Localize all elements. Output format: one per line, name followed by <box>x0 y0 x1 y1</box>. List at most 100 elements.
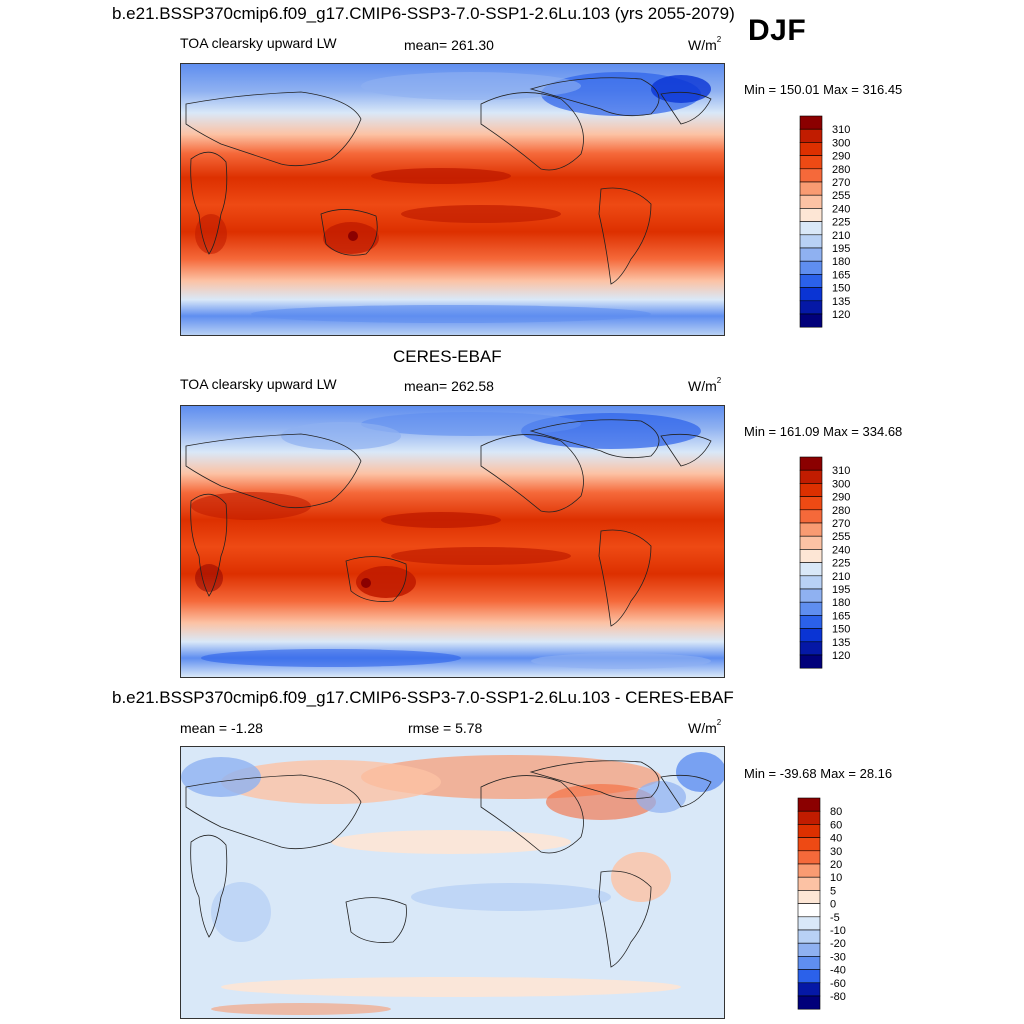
model-colorbar-graphic: 3103002902802702552402252101951801651501… <box>799 115 850 328</box>
panel-obs-colorbar: 310 300 290 280 270 255 240 225 210 195 180 165 150 1… <box>799 456 890 669</box>
colorbar-swatch <box>797 916 821 931</box>
colorbar-swatch <box>799 562 823 577</box>
colorbar-swatch <box>797 876 821 891</box>
panel-diff-colorbar: 80 60 40 30 20 10 5 0 -5 -10 -20 -30 -40 -60 -80 <box>797 797 888 1010</box>
colorbar-swatch <box>799 115 823 130</box>
panel-model-title: b.e21.BSSP370cmip6.f09_g17.CMIP6-SSP3-7.… <box>112 4 735 23</box>
colorbar-tick-label: 210 <box>832 571 850 583</box>
colorbar-tick-label: 310 <box>832 124 850 136</box>
colorbar-tick-label: 5 <box>830 885 836 897</box>
colorbar-tick-label: 240 <box>832 203 850 215</box>
colorbar-tick-label: -60 <box>830 978 846 990</box>
colorbar-tick-label: 180 <box>832 597 850 609</box>
colorbar-tick-label: -5 <box>830 912 840 924</box>
colorbar-tick-label: 225 <box>832 217 850 229</box>
obs-colorbar-graphic: 3103002902802702552402252101951801651501… <box>799 456 850 669</box>
colorbar-swatch <box>799 287 823 302</box>
colorbar-tick-label: 270 <box>832 518 850 530</box>
panel-diff-mean: mean = -1.28 <box>180 720 263 736</box>
colorbar-swatch <box>797 797 821 812</box>
colorbar-tick-label: 225 <box>832 558 850 570</box>
colorbar-swatch <box>797 824 821 838</box>
colorbar-tick-label: -80 <box>830 991 846 1003</box>
colorbar-tick-label: 300 <box>832 137 850 149</box>
panel-diff-units: W/m2 <box>688 718 722 736</box>
colorbar-swatch <box>799 155 823 170</box>
colorbar-tick-label: 195 <box>832 584 850 596</box>
colorbar-tick-label: 180 <box>832 256 850 268</box>
colorbar-tick-label: 280 <box>832 505 850 517</box>
colorbar-swatch <box>799 575 823 590</box>
obs-map-graphic <box>181 406 724 677</box>
colorbar-swatch <box>799 181 823 196</box>
panel-obs-minmax: Min = 161.09 Max = 334.68 <box>744 424 903 439</box>
colorbar-tick-label: 280 <box>832 164 850 176</box>
panel-diff-rmse: rmse = 5.78 <box>408 720 483 736</box>
panel-diff-minmax: Min = -39.68 Max = 28.16 <box>744 766 893 781</box>
panel-diff-map <box>180 746 725 1019</box>
colorbar-tick-label: 290 <box>832 151 850 163</box>
colorbar-swatch <box>799 313 823 328</box>
colorbar-tick-label: 165 <box>832 269 850 281</box>
colorbar-swatch <box>799 483 823 497</box>
colorbar-swatch <box>797 837 821 852</box>
colorbar-tick-label: 30 <box>830 846 842 858</box>
colorbar-tick-label: 240 <box>832 544 850 556</box>
colorbar-tick-label: -40 <box>830 965 846 977</box>
panel-obs-units: W/m2 <box>688 376 722 394</box>
panel-model-mean: mean= 261.30 <box>404 37 494 53</box>
season-label: DJF <box>748 14 807 47</box>
panel-model-units: W/m2 <box>688 35 722 53</box>
colorbar-swatch <box>799 654 823 669</box>
panel-obs-mean: mean= 262.58 <box>404 378 494 394</box>
colorbar-tick-label: 255 <box>832 190 850 202</box>
colorbar-swatch <box>797 863 821 878</box>
colorbar-swatch <box>797 890 821 904</box>
colorbar-swatch <box>799 628 823 643</box>
colorbar-tick-label: 10 <box>830 872 842 884</box>
colorbar-tick-label: 300 <box>832 478 850 490</box>
colorbar-tick-label: 135 <box>832 296 850 308</box>
colorbar-tick-label: -30 <box>830 951 846 963</box>
panel-model-variable: TOA clearsky upward LW <box>180 35 337 51</box>
colorbar-tick-label: 135 <box>832 637 850 649</box>
colorbar-tick-label: 20 <box>830 859 842 871</box>
colorbar-tick-label: 255 <box>832 531 850 543</box>
colorbar-swatch <box>799 496 823 511</box>
colorbar-swatch <box>799 456 823 471</box>
colorbar-swatch <box>799 128 823 143</box>
colorbar-tick-label: 40 <box>830 833 842 845</box>
colorbar-swatch <box>799 522 823 537</box>
colorbar-swatch <box>799 260 823 275</box>
colorbar-swatch <box>797 903 821 918</box>
colorbar-swatch <box>799 469 823 484</box>
colorbar-tick-label: -20 <box>830 938 846 950</box>
colorbar-swatch <box>799 535 823 550</box>
colorbar-tick-label: 210 <box>832 230 850 242</box>
colorbar-swatch <box>799 641 823 656</box>
colorbar-swatch <box>797 982 821 997</box>
colorbar-swatch <box>799 549 823 563</box>
colorbar-swatch <box>799 247 823 262</box>
colorbar-swatch <box>799 208 823 222</box>
panel-diff-title: b.e21.BSSP370cmip6.f09_g17.CMIP6-SSP3-7.… <box>112 688 734 707</box>
model-map-graphic <box>181 64 724 335</box>
colorbar-swatch <box>797 956 821 970</box>
colorbar-tick-label: 195 <box>832 243 850 255</box>
colorbar-tick-label: 150 <box>832 624 850 636</box>
colorbar-swatch <box>799 168 823 183</box>
colorbar-swatch <box>799 142 823 156</box>
colorbar-swatch <box>799 274 823 288</box>
colorbar-swatch <box>799 615 823 629</box>
panel-model-map <box>180 63 725 336</box>
colorbar-swatch <box>799 194 823 209</box>
colorbar-swatch <box>797 810 821 825</box>
colorbar-tick-label: 60 <box>830 819 842 831</box>
colorbar-swatch <box>799 234 823 249</box>
colorbar-swatch <box>799 509 823 524</box>
colorbar-swatch <box>799 221 823 236</box>
colorbar-tick-label: 310 <box>832 465 850 477</box>
colorbar-swatch <box>797 850 821 865</box>
colorbar-tick-label: 0 <box>830 899 836 911</box>
